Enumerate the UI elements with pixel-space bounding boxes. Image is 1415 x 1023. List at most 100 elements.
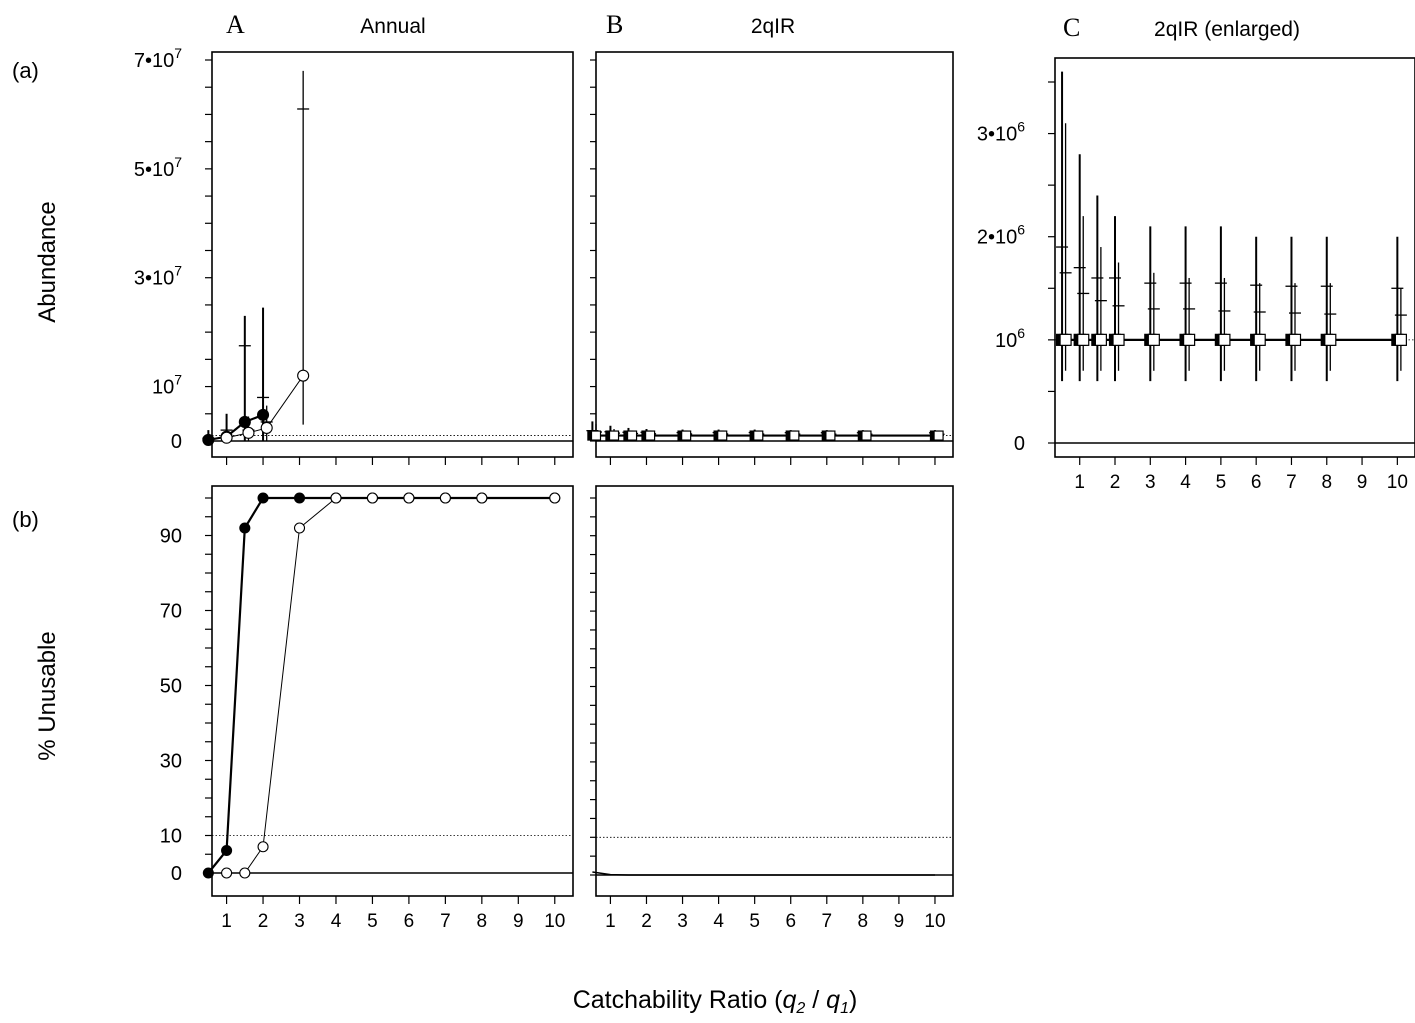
panel-letter-a: A: [226, 10, 245, 39]
data-point: [717, 430, 728, 441]
x-tick-label: 5: [1216, 472, 1227, 493]
x-tick-label: 2: [641, 911, 652, 932]
x-tick-label: 4: [1180, 472, 1191, 493]
data-point: [221, 867, 233, 879]
data-point: [239, 867, 251, 879]
x-tick-label: 7: [1286, 472, 1297, 493]
panel-a-2qir: [586, 51, 954, 465]
data-point: [293, 492, 306, 504]
panel-title-2qir-enlarged: 2qIR (enlarged): [1154, 18, 1300, 41]
panel-letter-b: B: [606, 10, 623, 39]
x-tick-label: 4: [713, 911, 724, 932]
y-tick-label: 106: [995, 325, 1025, 352]
y-tick-label: 50: [160, 676, 182, 698]
data-point: [260, 421, 273, 434]
plot-frame: [1054, 57, 1415, 458]
data-point: [933, 430, 944, 441]
data-point: [1324, 333, 1337, 346]
data-point: [1094, 333, 1107, 346]
x-tick-label: 1: [1074, 472, 1085, 493]
x-tick-label: 9: [1357, 472, 1368, 493]
series-line: [226, 497, 555, 874]
data-point: [626, 430, 638, 441]
x-tick-label: 8: [477, 911, 488, 932]
data-point: [1077, 333, 1090, 346]
data-point: [1059, 333, 1072, 346]
x-tick-label: 2: [1110, 472, 1121, 493]
x-tick-label: 10: [924, 911, 945, 932]
panel-a-annual: 0 107 3•107 5•107 7•107: [134, 45, 574, 465]
plot-frame: [595, 485, 954, 897]
panel-letter-c: C: [1063, 13, 1080, 42]
data-point: [1112, 333, 1125, 346]
data-point: [753, 430, 764, 441]
data-point: [1394, 333, 1407, 346]
data-point: [1288, 333, 1302, 346]
data-point: [1253, 333, 1266, 346]
data-point: [220, 431, 233, 444]
data-point: [202, 433, 215, 446]
data-point: [1218, 333, 1231, 346]
y-tick-label: 5•107: [134, 154, 182, 181]
data-point: [644, 430, 656, 441]
series-line: [226, 375, 304, 439]
x-tick-label: 1: [221, 911, 232, 932]
series-line: [207, 496, 555, 874]
y-tick-label: 70: [160, 601, 182, 623]
x-tick-label: 6: [404, 911, 415, 932]
data-point: [861, 430, 872, 441]
y-axis-title-unusable: % Unusable: [34, 631, 61, 760]
x-tick-label: 5: [749, 911, 760, 932]
y-tick-label: 90: [160, 526, 182, 548]
row-label-a: (a): [12, 58, 39, 83]
x-tick-label: 8: [858, 911, 869, 932]
data-point: [549, 492, 561, 504]
data-point: [825, 430, 836, 441]
data-point: [202, 867, 214, 879]
data-point: [293, 522, 306, 534]
y-tick-label: 3•106: [977, 119, 1025, 146]
data-point: [239, 522, 251, 534]
x-tick-label: 6: [785, 911, 796, 932]
data-point: [476, 492, 488, 504]
y-tick-label: 2•106: [977, 222, 1025, 249]
series-line: [208, 413, 264, 441]
panel-b-annual: 0 10 30 50 70 90 1 2 3 4 5 6 7 8 9 10: [160, 485, 574, 932]
plot-frame: [211, 51, 574, 458]
y-tick-label: 0: [171, 431, 182, 453]
panel-title-annual: Annual: [360, 15, 425, 38]
y-tick-label: 30: [160, 751, 182, 773]
y-tick-label: 0: [1014, 433, 1025, 455]
data-point: [242, 426, 255, 439]
row-label-b: (b): [12, 507, 39, 532]
data-point: [238, 415, 251, 429]
y-axis-title-abundance: Abundance: [34, 201, 61, 322]
panel-title-2qir: 2qIR: [751, 15, 795, 38]
data-point: [1147, 333, 1160, 346]
series-line: [592, 871, 935, 876]
x-tick-label: 8: [1321, 472, 1332, 493]
data-point: [257, 841, 269, 853]
plot-frame: [595, 51, 954, 458]
x-tick-label: 1: [605, 911, 616, 932]
x-tick-label: 3: [1145, 472, 1156, 493]
x-tick-label: 10: [1387, 472, 1408, 493]
panel-b-2qir: 1 2 3 4 5 6 7 8 9 10: [590, 485, 954, 932]
x-tick-label: 9: [513, 911, 524, 932]
x-tick-label: 7: [440, 911, 451, 932]
data-point: [681, 430, 692, 441]
data-point: [297, 369, 310, 382]
y-tick-label: 0: [171, 863, 182, 885]
x-tick-label: 3: [294, 911, 305, 932]
x-tick-label: 6: [1251, 472, 1262, 493]
data-point: [366, 492, 378, 504]
x-tick-label: 4: [331, 911, 342, 932]
data-point: [257, 408, 270, 421]
x-tick-label: 5: [367, 911, 378, 932]
data-point: [403, 492, 415, 504]
x-tick-label: 9: [894, 911, 905, 932]
data-point: [330, 492, 342, 504]
data-point: [1183, 333, 1196, 346]
data-point: [257, 492, 269, 504]
